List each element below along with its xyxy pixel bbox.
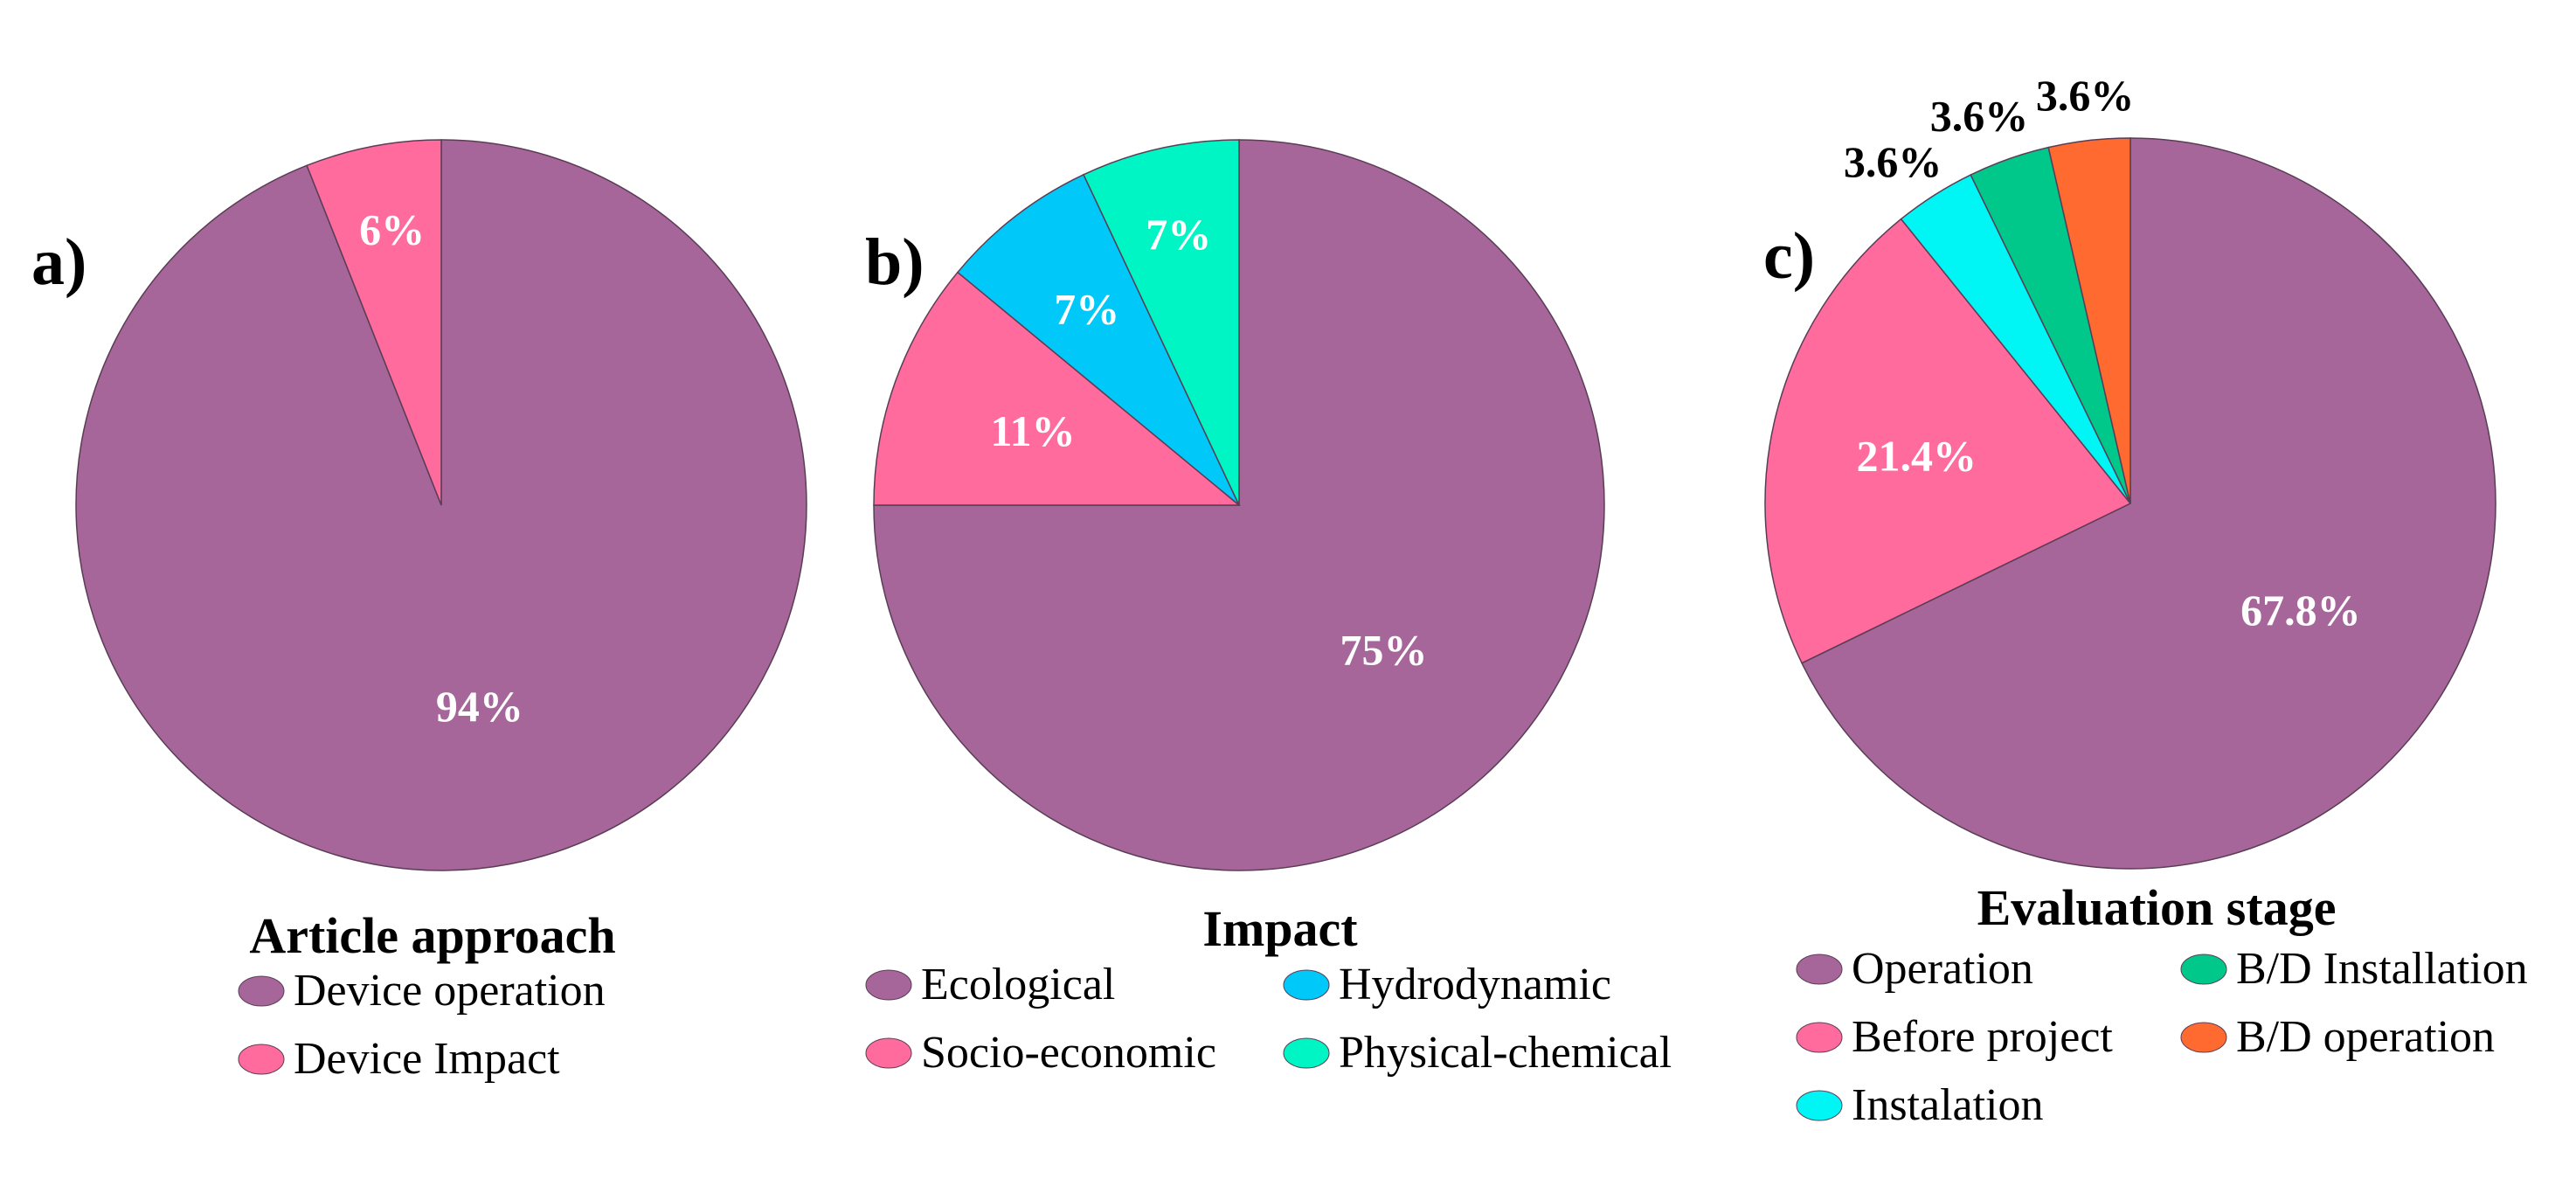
- legend-item-b-d-operation: B/D operation: [2180, 1012, 2495, 1062]
- legend-swatch: [1796, 1090, 1843, 1121]
- legend-label: Device operation: [294, 966, 606, 1016]
- legend-item-operation: Operation: [1796, 944, 2033, 994]
- legend-swatch: [865, 1037, 912, 1069]
- legend-label: Ecological: [921, 960, 1115, 1009]
- slice-label-socio-economic: 11%: [990, 406, 1075, 455]
- legend-item-b-d-installation: B/D Installation: [2180, 944, 2528, 994]
- legend-item-ecological: Ecological: [865, 960, 1115, 1009]
- legend-label: Physical-chemical: [1339, 1028, 1672, 1078]
- pie-slice-device-impact: [306, 139, 442, 506]
- legend-swatch: [1283, 969, 1330, 1001]
- pie-slice-before-project: [1764, 218, 2132, 664]
- slice-label-before-project: 21.4%: [1856, 431, 1977, 480]
- legend-item-device-operation: Device operation: [238, 966, 606, 1016]
- legend-swatch: [865, 969, 912, 1001]
- slice-label-device-operation: 94%: [436, 682, 523, 731]
- pie-slice-socio-economic: [873, 271, 1242, 506]
- legend-item-socio-economic: Socio-economic: [865, 1028, 1216, 1078]
- slice-label-ecological: 75%: [1340, 626, 1428, 675]
- pie-slice-operation: [1801, 137, 2496, 870]
- panel-letter: b): [865, 225, 924, 299]
- panel-letter: c): [1763, 219, 1815, 293]
- legend-item-physical-chemical: Physical-chemical: [1283, 1028, 1672, 1078]
- legend-item-instalation: Instalation: [1796, 1080, 2044, 1130]
- legend-item-hydrodynamic: Hydrodynamic: [1283, 960, 1611, 1009]
- legend-title: Evaluation stage: [1977, 879, 2337, 936]
- legend-label: Instalation: [1852, 1080, 2044, 1130]
- pie-slice-b-d-operation: [2047, 137, 2131, 504]
- legend-item-device-impact: Device Impact: [238, 1034, 560, 1084]
- legend-title: Impact: [1202, 900, 1358, 957]
- legend-swatch: [2180, 954, 2227, 985]
- slice-label-b-d-operation: 3.6%: [2036, 71, 2135, 120]
- legend-label: Device Impact: [294, 1034, 560, 1084]
- slice-label-b-d-installation: 3.6%: [1930, 91, 2029, 140]
- legend-item-before-project: Before project: [1796, 1012, 2113, 1062]
- pie-chart-evaluation-stage: c)67.8%21.4%3.6%3.6% 3.6%Evaluation stage…: [1763, 71, 2528, 1130]
- pie-slice-physical-chemical: [1083, 139, 1240, 506]
- pie-chart-impact: b) 75% 11% 7% 7% Impact Ecological Socio-econom…: [865, 139, 1672, 1078]
- legend-label: Operation: [1852, 944, 2033, 994]
- legend-label: B/D operation: [2236, 1012, 2495, 1062]
- pie-slice-ecological: [873, 139, 1605, 871]
- legend-swatch: [1796, 1022, 1843, 1053]
- slice-label-operation: 67.8%: [2240, 586, 2361, 635]
- pie-slice-hydrodynamic: [956, 173, 1240, 506]
- legend-swatch: [1283, 1037, 1330, 1069]
- legend-swatch: [1796, 954, 1843, 985]
- legend-label: Socio-economic: [921, 1028, 1216, 1078]
- slice-label-device-impact: 6%: [359, 205, 425, 253]
- legend-swatch: [238, 1044, 285, 1075]
- slice-label-instalation: 3.6%: [1844, 137, 1942, 186]
- legend-swatch: [2180, 1022, 2227, 1053]
- legend-swatch: [238, 975, 285, 1007]
- legend-label: B/D Installation: [2236, 944, 2528, 994]
- legend-label: Before project: [1852, 1012, 2113, 1062]
- slice-label-physical-chemical: 7%: [1146, 210, 1211, 259]
- legend-label: Hydrodynamic: [1339, 960, 1611, 1009]
- slice-label-hydrodynamic: 7%: [1054, 284, 1119, 333]
- panel-letter: a): [31, 225, 87, 299]
- legend-title: Article approach: [249, 907, 615, 964]
